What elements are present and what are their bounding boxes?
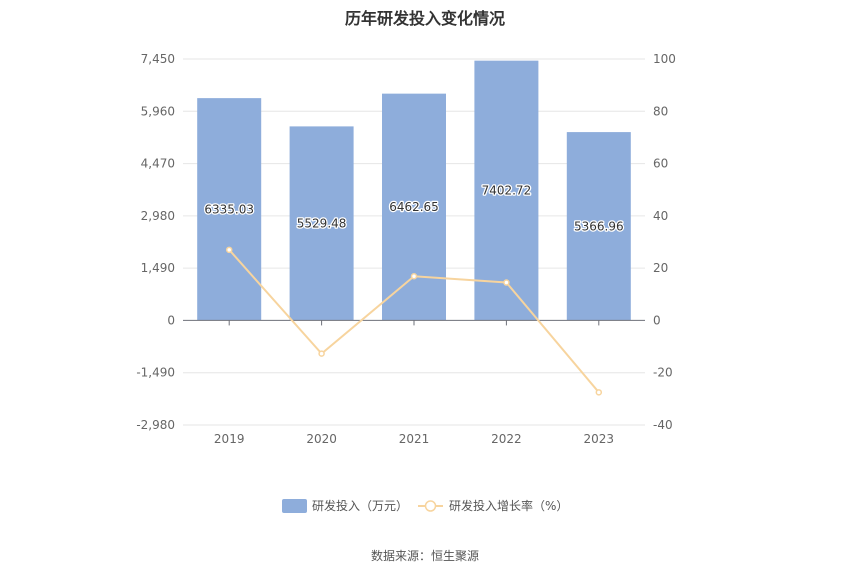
bar-data-label: 6462.65 (389, 200, 439, 214)
right-axis-ticks: 100 80 60 40 20 0 -20 -40 (653, 52, 676, 432)
y-left-tick-label: -2,980 (136, 418, 175, 432)
x-tick-label: 2021 (399, 432, 430, 446)
x-tick-label: 2022 (491, 432, 522, 446)
y-right-tick-label: 0 (653, 313, 661, 327)
y-right-tick-label: 40 (653, 209, 668, 223)
x-tick-label: 2023 (584, 432, 615, 446)
bar-data-label: 5366.96 (574, 219, 624, 233)
legend-swatch-point (424, 500, 437, 512)
growth-point (595, 389, 603, 396)
bar (566, 132, 631, 321)
y-right-tick-label: 100 (653, 52, 676, 66)
y-right-tick-label: -40 (653, 418, 673, 432)
y-right-tick-label: -20 (653, 366, 673, 380)
y-left-tick-label: 4,470 (141, 157, 175, 171)
bar (197, 98, 262, 321)
y-right-tick-label: 20 (653, 261, 668, 275)
growth-point (503, 279, 510, 286)
y-left-tick-label: 7,450 (141, 52, 175, 66)
y-left-tick-label: 1,490 (141, 261, 175, 275)
y-left-tick-label: 0 (167, 313, 175, 327)
bar-data-label: 5529.48 (297, 216, 347, 230)
growth-point (225, 246, 233, 254)
y-right-tick-label: 80 (653, 104, 668, 118)
y-left-tick-label: -1,490 (136, 366, 175, 380)
x-axis: 2019 2020 2021 2022 2023 (183, 319, 645, 446)
chart-title: 历年研发投入变化情况 (344, 9, 505, 28)
x-tick-label: 2020 (306, 432, 337, 446)
y-left-tick-label: 5,960 (141, 104, 175, 118)
legend-swatch-bar (282, 499, 307, 513)
y-right-tick-label: 60 (653, 157, 668, 171)
bar-data-label: 6335.03 (204, 202, 254, 216)
bar (382, 93, 446, 321)
bar (474, 60, 539, 321)
left-axis-ticks: 7,450 5,960 4,470 2,980 1,490 0 -1,490 -2,980 (136, 52, 175, 432)
data-source: 数据来源：恒生聚源 (370, 549, 479, 563)
growth-point (318, 350, 325, 357)
bar-data-label: 7402.72 (482, 184, 532, 198)
legend: 研发投入（万元） 研发投入增长率（%） (282, 498, 568, 513)
bar-series (197, 60, 631, 321)
bar-data-labels: 6335.03 5529.48 6462.65 7402.72 5366.96 (203, 182, 625, 234)
x-tick-label: 2019 (214, 432, 245, 446)
bar (289, 126, 354, 321)
legend-label-line: 研发投入增长率（%） (449, 498, 568, 513)
legend-label-bar: 研发投入（万元） (312, 498, 408, 513)
y-left-tick-label: 2,980 (141, 209, 175, 223)
growth-point (410, 272, 418, 280)
growth-line-series (225, 246, 603, 396)
